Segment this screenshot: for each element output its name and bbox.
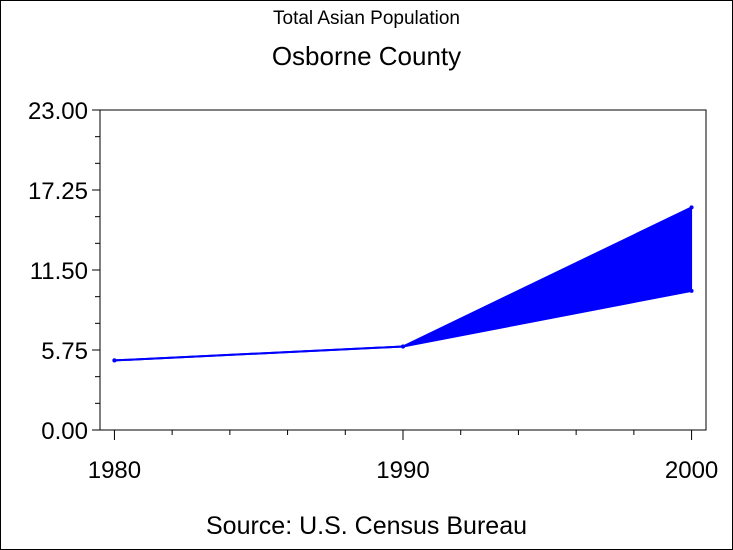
data-point: [689, 205, 694, 210]
chart-subtitle: Osborne County: [271, 41, 462, 71]
area-band: [114, 206, 693, 361]
y-tick-label: 17.25: [28, 178, 88, 205]
y-tick-label: 23.00: [28, 98, 88, 125]
x-tick-label: 2000: [665, 457, 718, 484]
data-point: [401, 344, 405, 349]
y-tick-label: 5.75: [41, 338, 88, 365]
chart-footnote: Source: U.S. Census Bureau: [206, 512, 527, 540]
x-tick-label: 1980: [88, 457, 141, 484]
x-tick-label: 1990: [376, 457, 429, 484]
data-point: [689, 288, 694, 293]
data-point: [112, 358, 117, 363]
y-tick-label: 0.00: [41, 418, 88, 445]
chart-title: Total Asian Population: [273, 8, 460, 29]
y-tick-label: 11.50: [30, 258, 88, 285]
